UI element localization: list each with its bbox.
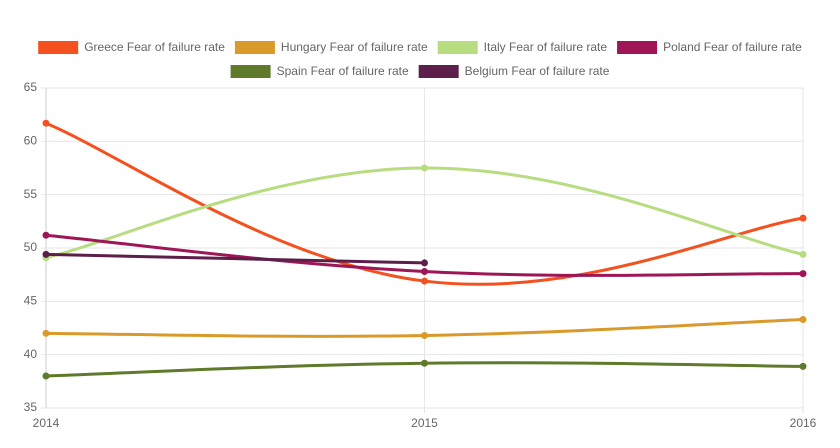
- legend-item: Spain Fear of failure rate: [230, 64, 409, 78]
- legend-label: Italy Fear of failure rate: [484, 40, 608, 54]
- legend-swatch: [437, 41, 478, 54]
- legend-swatch: [230, 65, 271, 78]
- data-point: [42, 231, 50, 239]
- data-point: [421, 331, 428, 339]
- legend-label: Spain Fear of failure rate: [277, 64, 409, 78]
- y-tick-label: 40: [24, 347, 38, 361]
- data-point: [799, 214, 807, 222]
- data-point: [421, 164, 428, 172]
- data-point: [799, 362, 807, 370]
- data-point: [42, 372, 50, 380]
- y-tick-label: 55: [24, 187, 38, 201]
- legend-swatch: [617, 41, 658, 54]
- x-tick-label: 2015: [411, 416, 438, 430]
- legend-swatch: [38, 41, 79, 54]
- data-point: [421, 267, 428, 275]
- legend-label: Greece Fear of failure rate: [84, 40, 225, 54]
- data-point: [42, 329, 50, 337]
- legend-item: Hungary Fear of failure rate: [234, 40, 428, 54]
- data-point: [421, 259, 428, 267]
- data-point: [42, 250, 50, 258]
- y-tick-label: 35: [24, 400, 38, 414]
- legend-label: Poland Fear of failure rate: [663, 40, 802, 54]
- x-tick-label: 2016: [790, 416, 817, 430]
- data-point: [42, 119, 50, 127]
- y-tick-label: 50: [24, 240, 38, 254]
- data-point: [421, 359, 428, 367]
- legend-item: Greece Fear of failure rate: [38, 40, 225, 54]
- legend-label: Belgium Fear of failure rate: [465, 64, 610, 78]
- legend-swatch: [234, 41, 275, 54]
- x-tick-label: 2014: [33, 416, 60, 430]
- series-line: [45, 252, 425, 265]
- legend-item: Belgium Fear of failure rate: [418, 64, 610, 78]
- legend-label: Hungary Fear of failure rate: [281, 40, 428, 54]
- legend-item: Poland Fear of failure rate: [617, 40, 802, 54]
- legend-swatch: [418, 65, 459, 78]
- legend-item: Italy Fear of failure rate: [437, 40, 608, 54]
- y-tick-label: 65: [24, 80, 38, 94]
- data-point: [799, 315, 807, 323]
- data-point: [799, 270, 807, 278]
- data-point: [421, 277, 428, 285]
- y-tick-label: 60: [24, 134, 38, 148]
- y-tick-label: 45: [24, 294, 38, 308]
- data-point: [799, 250, 807, 258]
